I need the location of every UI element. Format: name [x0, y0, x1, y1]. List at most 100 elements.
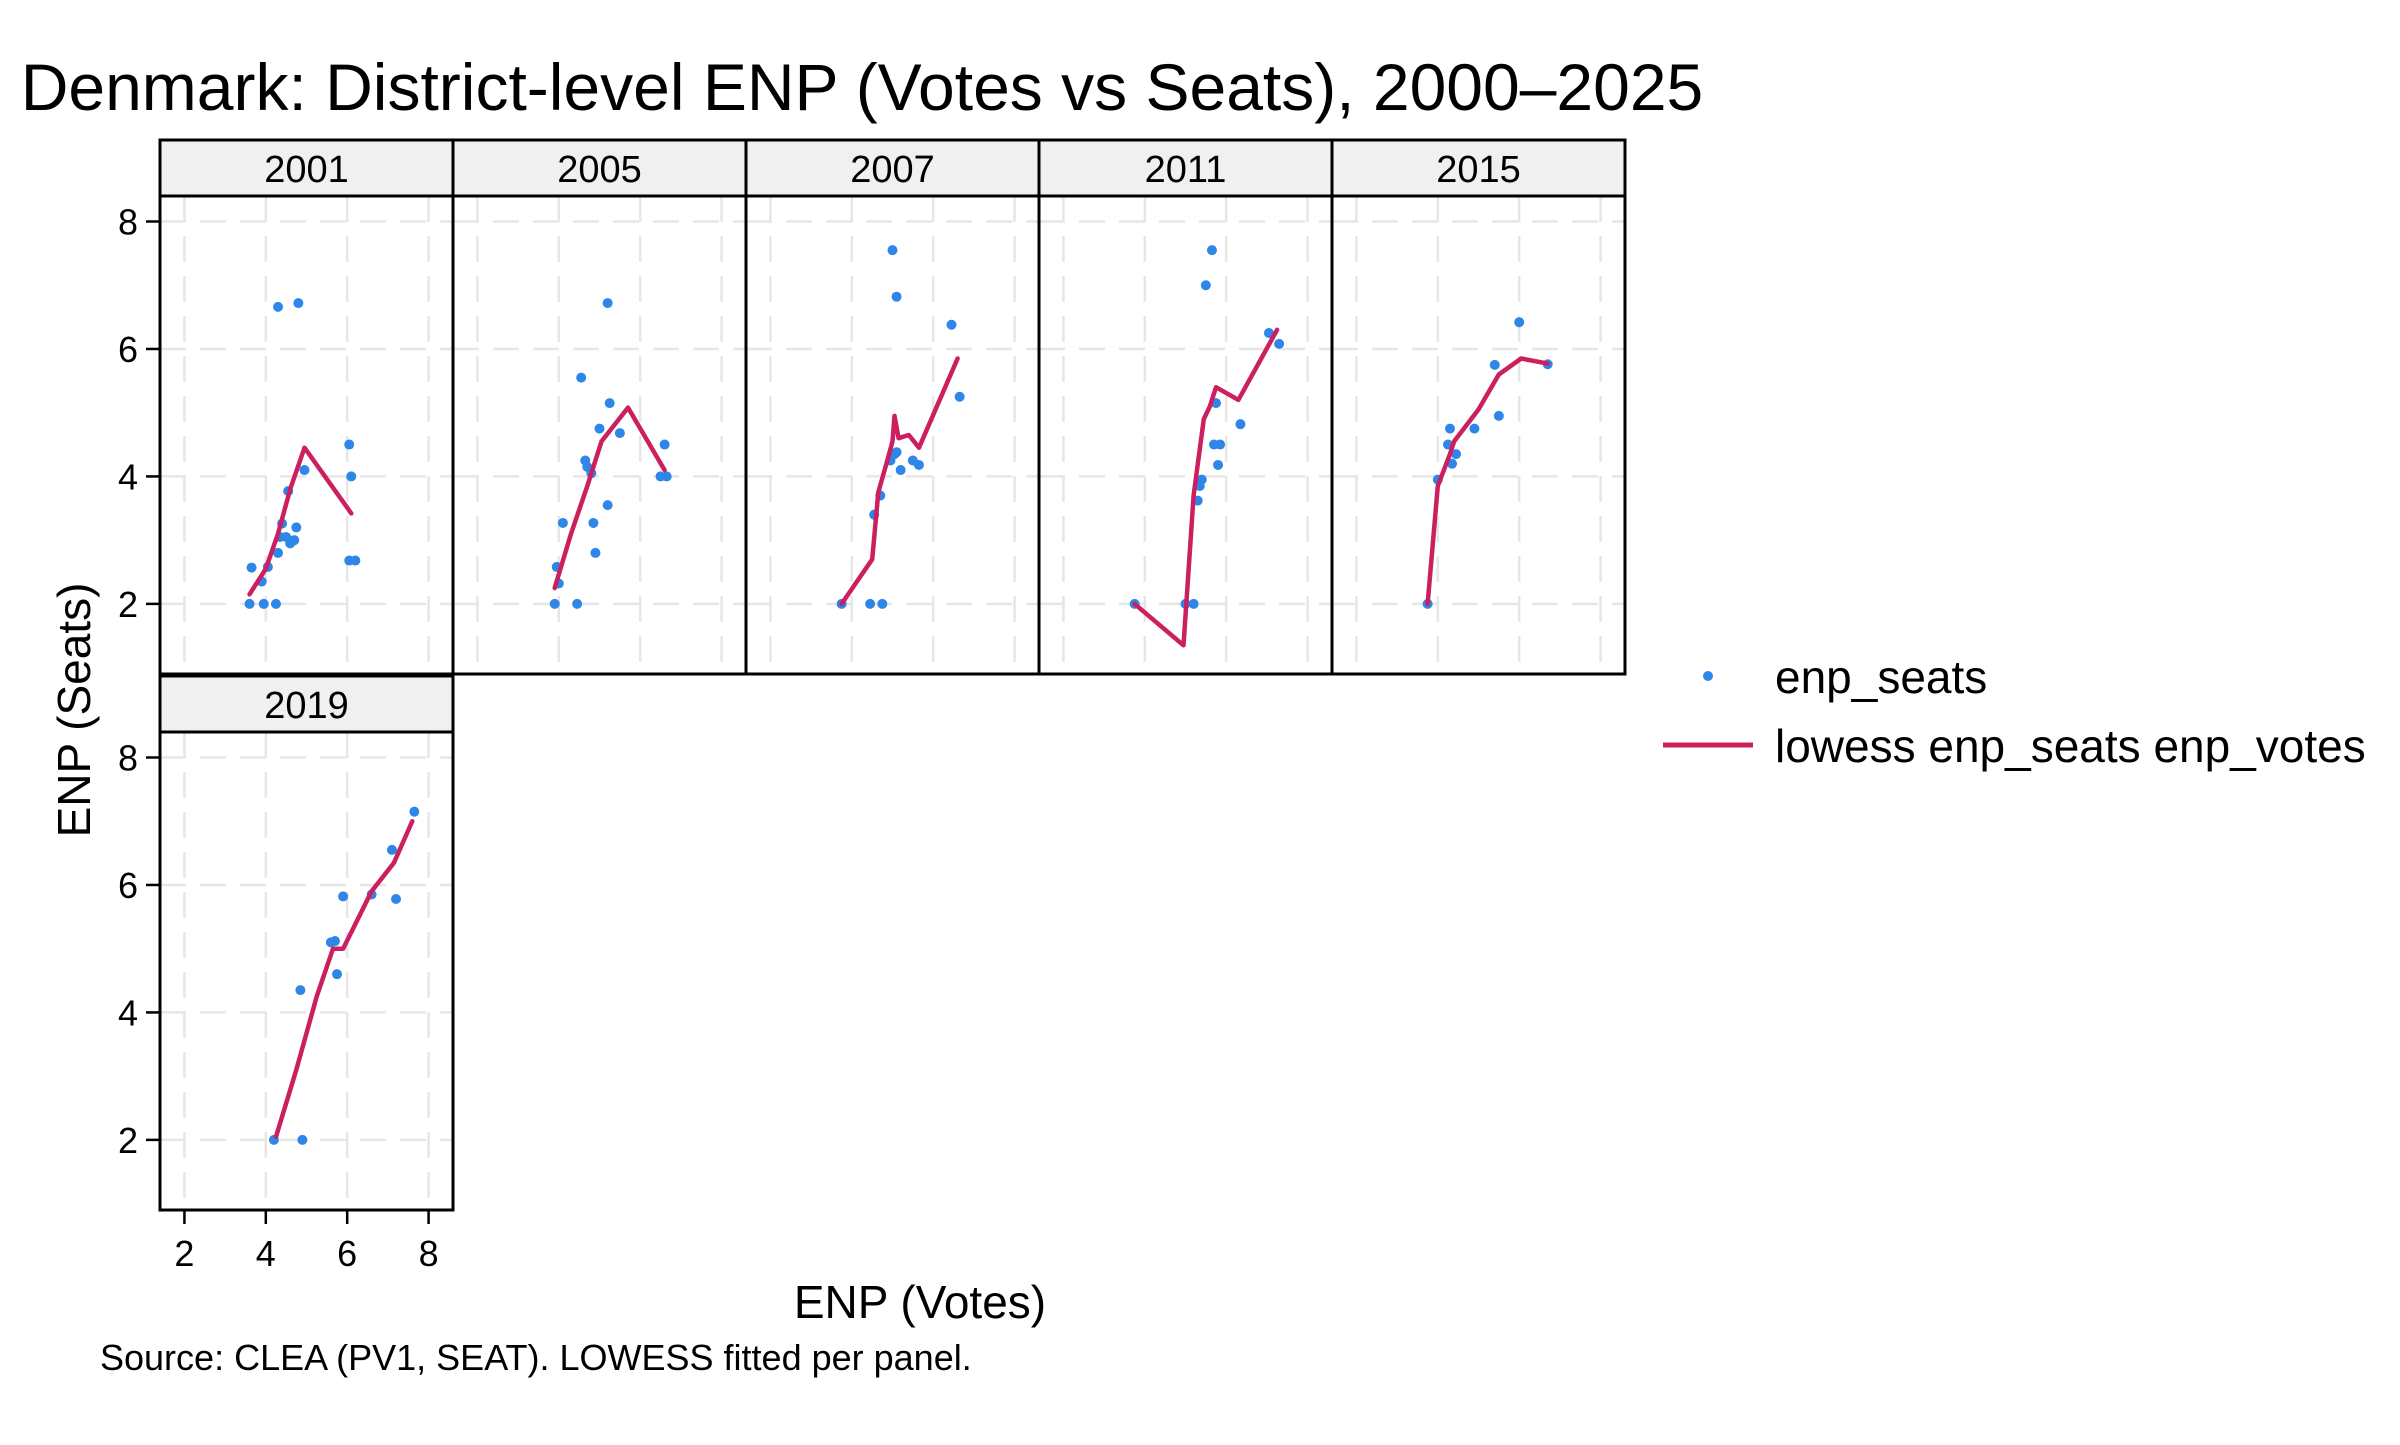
panel-frame — [451, 194, 748, 676]
y-tick-label: 2 — [118, 1120, 138, 1161]
data-point-enp-seats — [1469, 423, 1480, 434]
data-point-enp-seats — [244, 598, 255, 609]
data-point-enp-seats — [549, 598, 560, 609]
x-axis-label: ENP (Votes) — [794, 1276, 1046, 1328]
lowess-line — [839, 356, 960, 607]
data-point-enp-seats — [946, 319, 957, 330]
facet-panel-2007: 2007 — [744, 138, 1041, 676]
data-point-enp-seats — [572, 598, 583, 609]
source-note: Source: CLEA (PV1, SEAT). LOWESS fitted … — [100, 1337, 972, 1378]
lowess-line — [1425, 356, 1550, 607]
data-point-enp-seats — [590, 547, 601, 558]
data-point-enp-seats — [273, 301, 284, 312]
panel-strip-label: 2015 — [1436, 149, 1521, 191]
chart-title: Denmark: District-level ENP (Votes vs Se… — [21, 50, 1704, 124]
panel-strip-label: 2011 — [1145, 149, 1227, 191]
facet-panels: 2001 2 4 6 8 2005 2007 2011 2015 2019 2 4 6 8 2 4 6 8 — [118, 138, 1627, 1274]
data-point-enp-seats — [329, 936, 340, 947]
data-point-enp-seats — [659, 439, 670, 450]
legend-symbol-point — [1703, 671, 1713, 681]
lowess-line — [247, 445, 354, 597]
data-point-enp-seats — [295, 985, 306, 996]
data-point-enp-seats — [1213, 459, 1224, 470]
data-point-enp-seats — [661, 471, 672, 482]
legend-label-lowess: lowess enp_seats enp_votes — [1775, 720, 2366, 772]
panel-strip — [1037, 138, 1334, 198]
data-point-enp-seats — [281, 531, 292, 542]
data-point-enp-seats — [895, 465, 906, 476]
data-point-enp-seats — [891, 447, 902, 458]
data-point-enp-seats — [588, 517, 599, 528]
data-point-enp-seats — [1451, 449, 1462, 460]
x-tick-label: 6 — [337, 1233, 357, 1274]
panel-frame — [158, 730, 455, 1212]
panel-strip-label: 2001 — [264, 149, 349, 191]
data-point-enp-seats — [594, 423, 605, 434]
data-point-enp-seats — [1206, 245, 1217, 256]
data-point-enp-seats — [246, 562, 257, 573]
facet-panel-2001: 2001 2 4 6 8 — [118, 138, 455, 676]
data-point-enp-seats — [576, 372, 587, 383]
panel-strip-label: 2005 — [557, 149, 642, 191]
data-point-enp-seats — [602, 500, 613, 511]
data-point-enp-seats — [1514, 317, 1525, 328]
data-point-enp-seats — [1445, 423, 1456, 434]
data-point-enp-seats — [1196, 474, 1207, 485]
facet-panel-2011: 2011 — [1037, 138, 1334, 676]
data-point-enp-seats — [270, 598, 281, 609]
data-point-enp-seats — [614, 428, 625, 439]
data-point-enp-seats — [602, 298, 613, 309]
lowess-line — [552, 405, 667, 591]
facet-panel-2015: 2015 — [1330, 138, 1627, 676]
y-tick-label: 6 — [118, 329, 138, 370]
data-point-enp-seats — [1235, 419, 1246, 430]
data-point-enp-seats — [877, 598, 888, 609]
data-point-enp-seats — [887, 245, 898, 256]
facet-panel-2005: 2005 — [451, 138, 748, 676]
legend-label-enp-seats: enp_seats — [1775, 651, 1987, 703]
data-point-enp-seats — [386, 844, 397, 855]
data-point-enp-seats — [1200, 280, 1211, 291]
x-tick-label: 8 — [419, 1233, 439, 1274]
y-tick-label: 2 — [118, 584, 138, 625]
data-point-enp-seats — [1215, 439, 1226, 450]
lowess-line — [273, 818, 415, 1139]
data-point-enp-seats — [604, 398, 615, 409]
data-point-enp-seats — [289, 535, 300, 546]
data-point-enp-seats — [391, 893, 402, 904]
data-point-enp-seats — [291, 522, 302, 533]
data-point-enp-seats — [344, 439, 355, 450]
data-point-enp-seats — [338, 891, 349, 902]
data-point-enp-seats — [1493, 410, 1504, 421]
data-point-enp-seats — [557, 517, 568, 528]
y-tick-label: 6 — [118, 865, 138, 906]
data-point-enp-seats — [954, 391, 965, 402]
y-axis-label: ENP (Seats) — [48, 583, 100, 838]
data-point-enp-seats — [913, 459, 924, 470]
panel-strip-label: 2019 — [264, 685, 349, 727]
data-point-enp-seats — [293, 298, 304, 309]
data-point-enp-seats — [258, 598, 269, 609]
y-tick-label: 8 — [118, 201, 138, 242]
data-point-enp-seats — [346, 471, 357, 482]
x-tick-label: 2 — [174, 1233, 194, 1274]
data-point-enp-seats — [332, 969, 343, 980]
data-point-enp-seats — [273, 547, 284, 558]
data-point-enp-seats — [350, 555, 361, 566]
y-tick-label: 4 — [118, 992, 138, 1033]
panel-frame — [158, 194, 455, 676]
facet-panel-2019: 2019 2 4 6 8 2 4 6 8 — [118, 674, 455, 1274]
panel-strip-label: 2007 — [850, 149, 935, 191]
x-tick-label: 4 — [256, 1233, 276, 1274]
data-point-enp-seats — [1489, 359, 1500, 370]
y-tick-label: 4 — [118, 456, 138, 497]
panel-strip — [158, 138, 455, 198]
panel-strip — [158, 674, 455, 734]
data-point-enp-seats — [299, 465, 310, 476]
y-tick-label: 8 — [118, 737, 138, 778]
data-point-enp-seats — [297, 1134, 308, 1145]
lowess-line — [1132, 327, 1280, 648]
data-point-enp-seats — [891, 291, 902, 302]
